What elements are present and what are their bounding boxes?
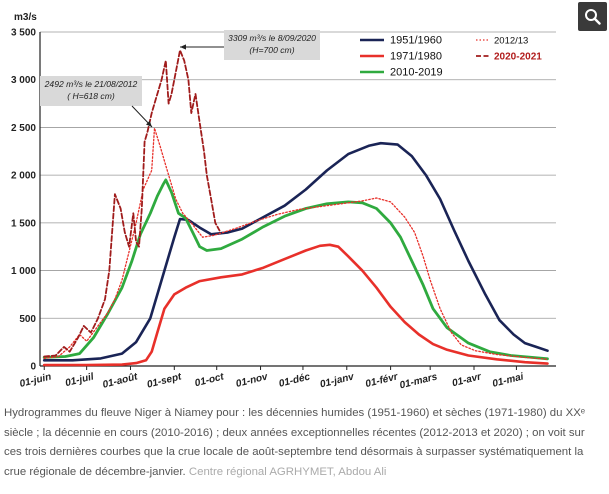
x-tick-label: 01-févr xyxy=(364,371,400,390)
annotation-box xyxy=(40,76,142,106)
y-tick-label: 500 xyxy=(19,314,36,325)
legend-entry: 2020-2021 xyxy=(476,52,542,63)
legend-entry: 2012/13 xyxy=(476,36,528,47)
x-tick-label: 01-nov xyxy=(235,371,270,390)
series-line-2020-2021 xyxy=(43,49,221,358)
y-tick-label: 2 000 xyxy=(11,171,36,182)
series-line-2010-2019 xyxy=(42,178,549,361)
x-tick-label: 01-juin xyxy=(19,371,53,389)
x-tick-label: 01-juil xyxy=(64,371,95,389)
caption-credit: Centre régional AGRHYMET, Abdou Ali xyxy=(188,465,387,478)
legend-label: 1971/1980 xyxy=(390,51,442,63)
series-line-2012-13 xyxy=(43,127,549,360)
y-tick-label: 3 000 xyxy=(11,75,36,86)
zoom-button[interactable] xyxy=(578,2,607,31)
annotation-text: (H=700 cm) xyxy=(249,45,294,55)
y-tick-label: 3 500 xyxy=(11,28,36,39)
annotations: 2492 m³/s le 21/08/2012 ( H=618 cm) 3309 m… xyxy=(40,30,320,128)
legend-label: 2020-2021 xyxy=(494,52,542,63)
x-tick-label: 01-sept xyxy=(146,371,183,390)
series-lines xyxy=(42,49,549,367)
caption-text: Hydrogrammes du fleuve Niger à Niamey po… xyxy=(4,407,586,478)
x-tick-label: 01-mars xyxy=(399,371,439,391)
annotation-callout: 3309 m³/s le 8/09/2020 (H=700 cm) xyxy=(180,30,320,60)
annotation-text: 2492 m³/s le 21/08/2012 xyxy=(44,79,138,89)
legend-label: 2010-2019 xyxy=(390,67,443,79)
x-tick-label: 01-déc xyxy=(278,371,312,389)
annotation-text: ( H=618 cm) xyxy=(67,91,115,101)
series-line-1951-1960 xyxy=(42,141,549,362)
legend-entry: 1971/1980 xyxy=(360,51,442,63)
figure-caption: Hydrogrammes du fleuve Niger à Niamey po… xyxy=(4,404,604,482)
magnifier-icon xyxy=(585,9,601,25)
annotation-arrowhead xyxy=(180,44,186,50)
annotation-box xyxy=(224,30,320,60)
legend-entry: 2010-2019 xyxy=(360,67,443,79)
x-tick-label: 01-avr xyxy=(451,371,483,389)
y-tick-label: 1 000 xyxy=(11,266,36,277)
y-tick-label: 1 500 xyxy=(11,218,36,229)
chart: 0 500 1 000 1 500 2 000 2 500 3 000 3 500 m3/s 01… xyxy=(11,12,556,391)
x-tick-label: 01-oct xyxy=(194,371,226,389)
legend: 1951/1960 2012/13 2020-2021 1971/1980 2010-2… xyxy=(360,35,542,79)
series-line-1971-1980 xyxy=(42,243,549,367)
legend-label: 2012/13 xyxy=(494,36,528,47)
x-tick-label: 01-mai xyxy=(491,371,525,389)
x-tick-label: 01-janv xyxy=(319,371,356,390)
x-tick-label: 01-août xyxy=(102,371,140,390)
y-tick-label: 2 500 xyxy=(11,123,36,134)
annotation-callout: 2492 m³/s le 21/08/2012 ( H=618 cm) xyxy=(40,76,153,128)
axes: 0 500 1 000 1 500 2 000 2 500 3 000 3 500 m3/s 01… xyxy=(11,12,525,391)
y-tick-label: 0 xyxy=(30,362,36,373)
annotation-text: 3309 m³/s le 8/09/2020 xyxy=(228,33,316,43)
annotation-arrowhead xyxy=(145,120,152,127)
y-unit-label: m3/s xyxy=(14,12,37,23)
legend-label: 1951/1960 xyxy=(390,35,442,47)
legend-entry: 1951/1960 xyxy=(360,35,442,47)
